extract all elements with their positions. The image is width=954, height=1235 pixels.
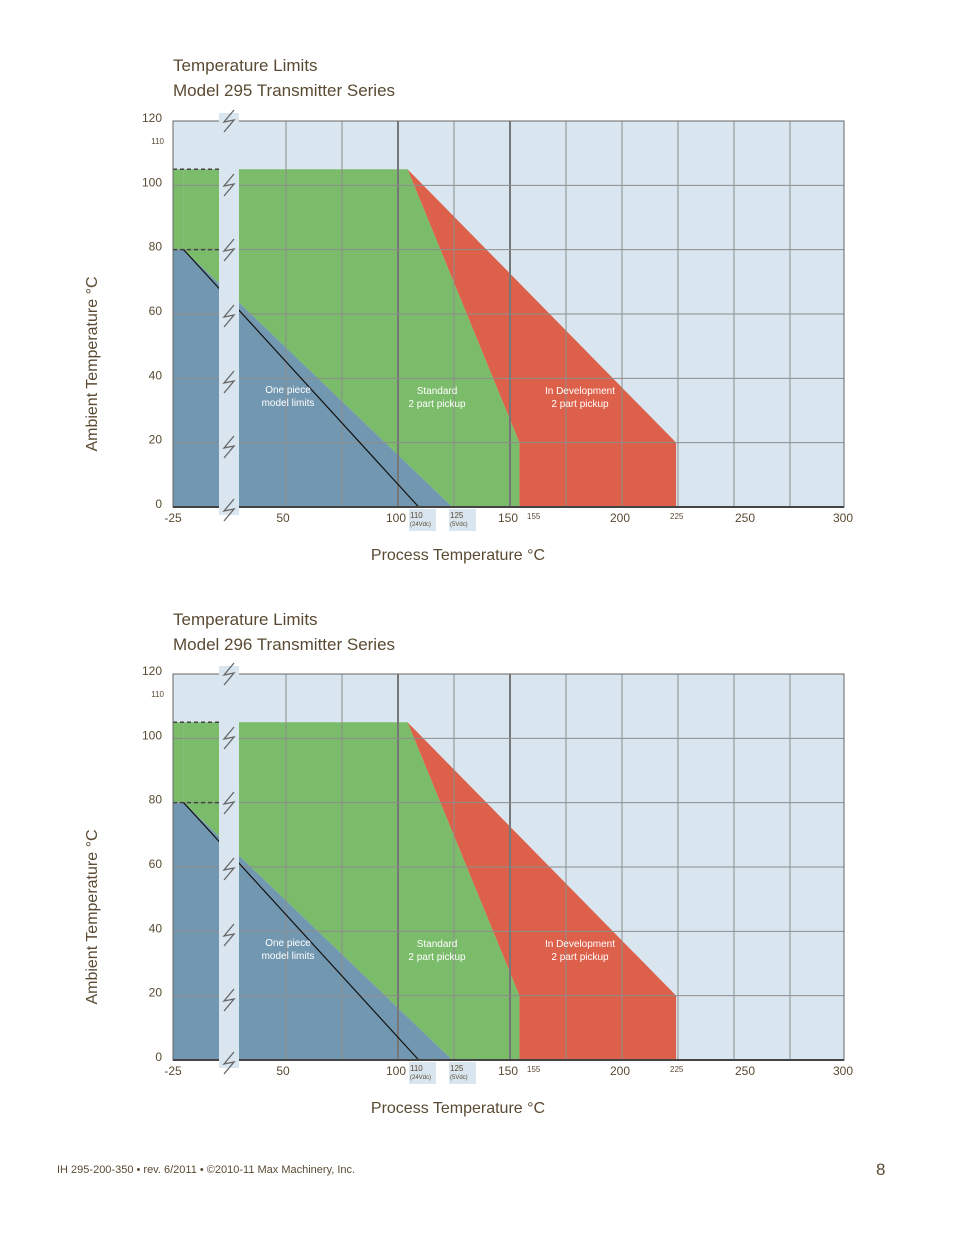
- y-tick-label: 80: [149, 793, 163, 807]
- axis-break-icon: [222, 857, 236, 881]
- chart-title-line2: Model 295 Transmitter Series: [173, 81, 396, 100]
- y-tick-label: 60: [149, 304, 163, 318]
- temperature-limits-chart-296: 0 20 40 60 80 100 120 110 -25 50 100 150 200 250 300 11…: [84, 662, 853, 1117]
- x-tick-small: 110: [410, 511, 423, 520]
- standard-region-left: [173, 722, 184, 803]
- region-label-one-piece: model limits: [262, 951, 315, 962]
- y-tick-label: 100: [142, 175, 162, 189]
- x-tick-label: 100: [386, 1064, 406, 1078]
- y-tick-label: 120: [142, 111, 162, 125]
- x-tick-label: -25: [164, 1064, 182, 1078]
- axis-break-icon: [222, 238, 236, 262]
- x-tick-label: -25: [164, 511, 182, 525]
- marker-box-125: [449, 509, 476, 531]
- region-label-in-development: 2 part pickup: [551, 952, 609, 963]
- chart-block-295: Temperature Limits Model 295 Transmitter…: [0, 0, 954, 590]
- x-tick-small: (24Vdc): [410, 522, 431, 528]
- y-tick-label: 20: [149, 986, 163, 1000]
- x-tick-small: (5Vdc): [450, 522, 468, 528]
- y-tick-label-small: 110: [151, 137, 164, 146]
- x-tick-label: 200: [610, 511, 630, 525]
- region-label-in-development: In Development: [545, 939, 615, 950]
- region-label-standard: 2 part pickup: [408, 952, 466, 963]
- x-axis-title: Process Temperature °C: [371, 1100, 545, 1117]
- x-tick-small: 155: [527, 1065, 541, 1074]
- x-tick-label: 300: [833, 1064, 853, 1078]
- marker-box-110: [409, 509, 436, 531]
- x-tick-small: 225: [670, 512, 684, 521]
- axis-break-icon: [222, 304, 236, 328]
- x-tick-label: 50: [276, 511, 290, 525]
- x-tick-small: 125: [450, 1064, 464, 1073]
- in-development-region: [407, 169, 677, 507]
- chart-title-line1: Temperature Limits: [173, 56, 318, 75]
- chart-title: Temperature Limits Model 295 Transmitter…: [173, 53, 395, 103]
- y-tick-label: 0: [155, 1050, 162, 1064]
- axis-break-icon: [222, 109, 236, 133]
- page-number: 8: [876, 1160, 886, 1179]
- y-tick-label: 40: [149, 368, 163, 382]
- x-tick-small: 125: [450, 511, 464, 520]
- region-label-standard: 2 part pickup: [408, 399, 466, 410]
- footer-copyright: IH 295-200-350 • rev. 6/2011 • ©2010-11 …: [57, 1164, 356, 1176]
- standard-region-left: [173, 169, 184, 250]
- y-tick-label: 0: [155, 497, 162, 511]
- x-tick-small: 110: [410, 1064, 423, 1073]
- y-tick-label: 120: [142, 664, 162, 678]
- chart-title-line2: Model 296 Transmitter Series: [173, 635, 396, 654]
- chart-title-line1: Temperature Limits: [173, 610, 318, 629]
- standard-region: [183, 722, 520, 1060]
- chart-block-296: Temperature Limits Model 296 Transmitter…: [0, 553, 954, 1143]
- axis-break-icon: [222, 662, 236, 686]
- x-tick-label: 100: [386, 511, 406, 525]
- axis-break-icon: [222, 1051, 236, 1075]
- region-label-one-piece: model limits: [262, 398, 315, 409]
- region-label-in-development: 2 part pickup: [551, 399, 609, 410]
- y-axis-title: Ambient Temperature °C: [84, 829, 101, 1004]
- axis-break-strip: [219, 666, 239, 1068]
- x-tick-small: 225: [670, 1065, 684, 1074]
- region-label-standard: Standard: [417, 939, 458, 950]
- y-tick-label: 40: [149, 921, 163, 935]
- region-label-one-piece: One piece: [265, 938, 311, 949]
- axis-break-icon: [222, 726, 236, 750]
- y-tick-label-small: 110: [151, 690, 164, 699]
- chart-title: Temperature Limits Model 296 Transmitter…: [173, 607, 395, 657]
- y-tick-label: 80: [149, 240, 163, 254]
- x-tick-small: (24Vdc): [410, 1075, 431, 1081]
- axis-break-strip: [219, 113, 239, 515]
- x-tick-label: 300: [833, 511, 853, 525]
- x-tick-label: 250: [735, 1064, 755, 1078]
- x-tick-label: 150: [498, 511, 518, 525]
- axis-break-icon: [222, 988, 236, 1012]
- axis-break-icon: [222, 791, 236, 815]
- standard-region: [183, 169, 520, 507]
- region-label-in-development: In Development: [545, 386, 615, 397]
- axis-break-icon: [222, 923, 236, 947]
- y-tick-label: 60: [149, 857, 163, 871]
- in-development-region: [407, 722, 677, 1060]
- axis-break-icon: [222, 173, 236, 197]
- region-label-standard: Standard: [417, 386, 458, 397]
- y-tick-label: 20: [149, 433, 163, 447]
- x-tick-small: (5Vdc): [450, 1075, 468, 1081]
- x-tick-small: 155: [527, 512, 541, 521]
- axis-break-icon: [222, 370, 236, 394]
- y-tick-label: 100: [142, 728, 162, 742]
- y-axis-title: Ambient Temperature °C: [84, 276, 101, 451]
- x-tick-label: 150: [498, 1064, 518, 1078]
- x-tick-label: 250: [735, 511, 755, 525]
- axis-break-icon: [222, 498, 236, 522]
- x-tick-label: 200: [610, 1064, 630, 1078]
- temperature-limits-chart-295: 0 20 40 60 80 100 120 110 -25 50 100 150 200 250 300 11…: [84, 109, 853, 564]
- marker-box-110: [409, 1062, 436, 1084]
- axis-break-icon: [222, 435, 236, 459]
- x-tick-label: 50: [276, 1064, 290, 1078]
- x-axis-title: Process Temperature °C: [371, 547, 545, 564]
- region-label-one-piece: One piece: [265, 385, 311, 396]
- marker-box-125: [449, 1062, 476, 1084]
